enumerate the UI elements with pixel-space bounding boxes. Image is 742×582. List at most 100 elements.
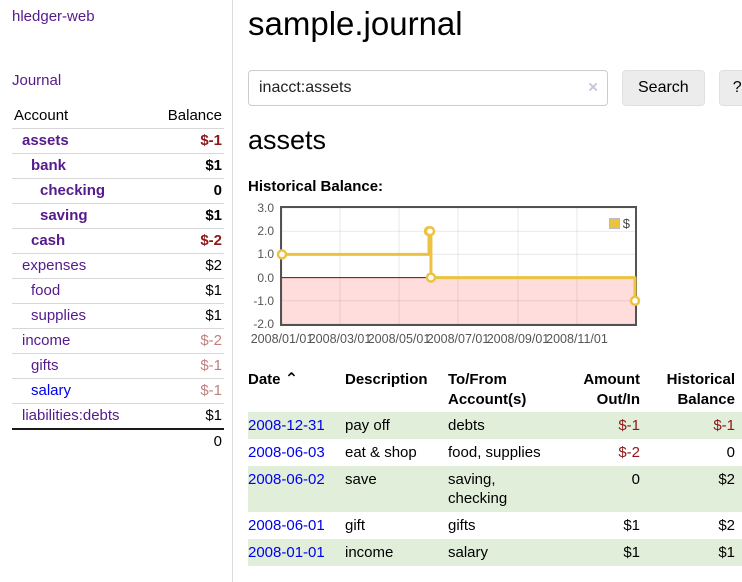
negative-region xyxy=(282,277,635,324)
transaction-description: save xyxy=(345,471,377,488)
register-table: Date ⌃ Description To/From Account(s) Am… xyxy=(248,368,742,566)
search-form: × Search ? xyxy=(248,70,742,106)
data-point-marker xyxy=(276,249,288,260)
transaction-balance: $2 xyxy=(718,471,735,488)
register-row: 2008-06-03 eat & shop food, supplies $-2 0 xyxy=(248,439,742,466)
accounts-total-row: 0 xyxy=(12,428,224,454)
help-button[interactable]: ? xyxy=(718,70,742,106)
transaction-amount: $-2 xyxy=(618,444,640,461)
register-row: 2008-06-02 save saving, checking 0 $2 xyxy=(248,466,742,512)
account-row: expenses $2 xyxy=(12,253,224,279)
legend-label: $ xyxy=(622,216,630,231)
x-axis-label: 2008/01/01 xyxy=(250,332,314,346)
chart-legend: $ xyxy=(607,216,631,231)
transaction-balance: $-1 xyxy=(713,417,735,434)
transaction-accounts: saving, checking xyxy=(448,471,508,507)
account-link[interactable]: checking xyxy=(40,182,106,199)
data-point-marker xyxy=(629,295,641,307)
accounts-column-header: To/From Account(s) xyxy=(448,371,527,408)
account-link[interactable]: salary xyxy=(31,382,72,399)
account-row: salary $-1 xyxy=(12,378,224,404)
balance-column-header: Balance xyxy=(150,104,224,129)
x-axis-label: 2008/05/01 xyxy=(367,332,431,346)
account-link[interactable]: liabilities:debts xyxy=(22,407,120,424)
register-header-row: Date ⌃ Description To/From Account(s) Am… xyxy=(248,368,742,412)
transaction-accounts: food, supplies xyxy=(448,444,541,461)
account-balance: $-1 xyxy=(150,128,224,154)
account-link[interactable]: food xyxy=(31,282,61,299)
account-link[interactable]: bank xyxy=(31,157,67,174)
account-row: liabilities:debts $1 xyxy=(12,403,224,430)
account-row: checking 0 xyxy=(12,178,224,204)
search-button[interactable]: Search xyxy=(622,70,705,106)
account-balance: $-2 xyxy=(150,228,224,254)
account-row: supplies $1 xyxy=(12,303,224,329)
register-row: 2008-01-01 income salary $1 $1 xyxy=(248,539,742,566)
account-balance: $1 xyxy=(150,303,224,329)
amount-column-header: Amount Out/In xyxy=(583,371,640,408)
main-content: sample.journal × Search ? assets Histori… xyxy=(233,0,742,582)
account-balance: $1 xyxy=(150,153,224,179)
x-axis-label: 2008/07/01 xyxy=(426,332,490,346)
account-link[interactable]: supplies xyxy=(31,307,87,324)
transaction-accounts: gifts xyxy=(448,517,476,534)
y-axis-label: 3.0 xyxy=(257,201,274,215)
date-column-header[interactable]: Date ⌃ xyxy=(248,371,299,388)
page-title: sample.journal xyxy=(248,5,463,42)
x-axis-label: 2008/11/01 xyxy=(546,332,608,346)
chart-canvas xyxy=(276,207,641,325)
chart-title: Historical Balance: xyxy=(248,178,384,195)
sidebar-item-journal[interactable]: Journal xyxy=(12,72,62,89)
register-row: 2008-06-01 gift gifts $1 $2 xyxy=(248,512,742,539)
account-row: bank $1 xyxy=(12,153,224,179)
account-balance: $-1 xyxy=(150,353,224,379)
search-input[interactable] xyxy=(248,70,608,106)
account-link[interactable]: expenses xyxy=(22,257,87,274)
transaction-balance: 0 xyxy=(726,444,735,461)
transaction-description: gift xyxy=(345,517,366,534)
account-row: income $-2 xyxy=(12,328,224,354)
accounts-total-value: 0 xyxy=(12,428,224,454)
clear-search-icon[interactable]: × xyxy=(588,77,598,97)
transaction-amount: $-1 xyxy=(618,417,640,434)
transaction-amount: $1 xyxy=(623,544,640,561)
sort-ascending-icon: ⌃ xyxy=(284,371,299,388)
account-balance: $1 xyxy=(150,403,224,430)
chart-plot-area: $ xyxy=(276,206,641,326)
transaction-accounts: debts xyxy=(448,417,485,434)
transaction-amount: $1 xyxy=(623,517,640,534)
account-link[interactable]: saving xyxy=(40,207,88,224)
account-link[interactable]: income xyxy=(22,332,71,349)
y-axis-label: 1.0 xyxy=(257,247,274,262)
legend-swatch-icon xyxy=(608,218,620,229)
date-link[interactable]: 2008-06-01 xyxy=(248,517,325,534)
app-brand-link[interactable]: hledger-web xyxy=(12,8,95,25)
x-axis-label: 2008/03/01 xyxy=(308,332,372,346)
transaction-balance: $1 xyxy=(718,544,735,561)
account-balance: $-2 xyxy=(150,328,224,354)
y-axis-label: 2.0 xyxy=(257,224,274,239)
description-column-header: Description xyxy=(345,371,428,388)
transaction-description: pay off xyxy=(345,417,390,434)
account-link[interactable]: cash xyxy=(31,232,66,249)
date-link[interactable]: 2008-01-01 xyxy=(248,544,325,561)
account-row: food $1 xyxy=(12,278,224,304)
transaction-accounts: salary xyxy=(448,544,489,561)
transaction-description: income xyxy=(345,544,394,561)
sidebar: hledger-web Journal Account Balance asse… xyxy=(0,0,233,582)
date-link[interactable]: 2008-06-02 xyxy=(248,471,325,488)
y-axis-label: -1.0 xyxy=(253,293,274,308)
register-row: 2008-12-31 pay off debts $-1 $-1 xyxy=(248,412,742,439)
account-link[interactable]: gifts xyxy=(31,357,59,374)
y-axis-label: 0.0 xyxy=(257,270,274,285)
account-link[interactable]: assets xyxy=(22,132,69,149)
date-link[interactable]: 2008-06-03 xyxy=(248,444,325,461)
data-point-marker xyxy=(425,272,437,283)
transaction-description: eat & shop xyxy=(345,444,417,461)
date-link[interactable]: 2008-12-31 xyxy=(248,417,325,434)
accounts-table-header: Account Balance xyxy=(12,104,224,129)
transaction-balance: $2 xyxy=(718,517,735,534)
accounts-table: Account Balance assets $-1 bank $1 checking 0… xyxy=(12,104,224,454)
balance-column-header: Historical Balance xyxy=(666,371,735,408)
historical-balance-chart: $ 3.0 2.0 1.0 0.0 -1.0 -2.0 2008/01/01 2008/03/… xyxy=(248,201,742,354)
